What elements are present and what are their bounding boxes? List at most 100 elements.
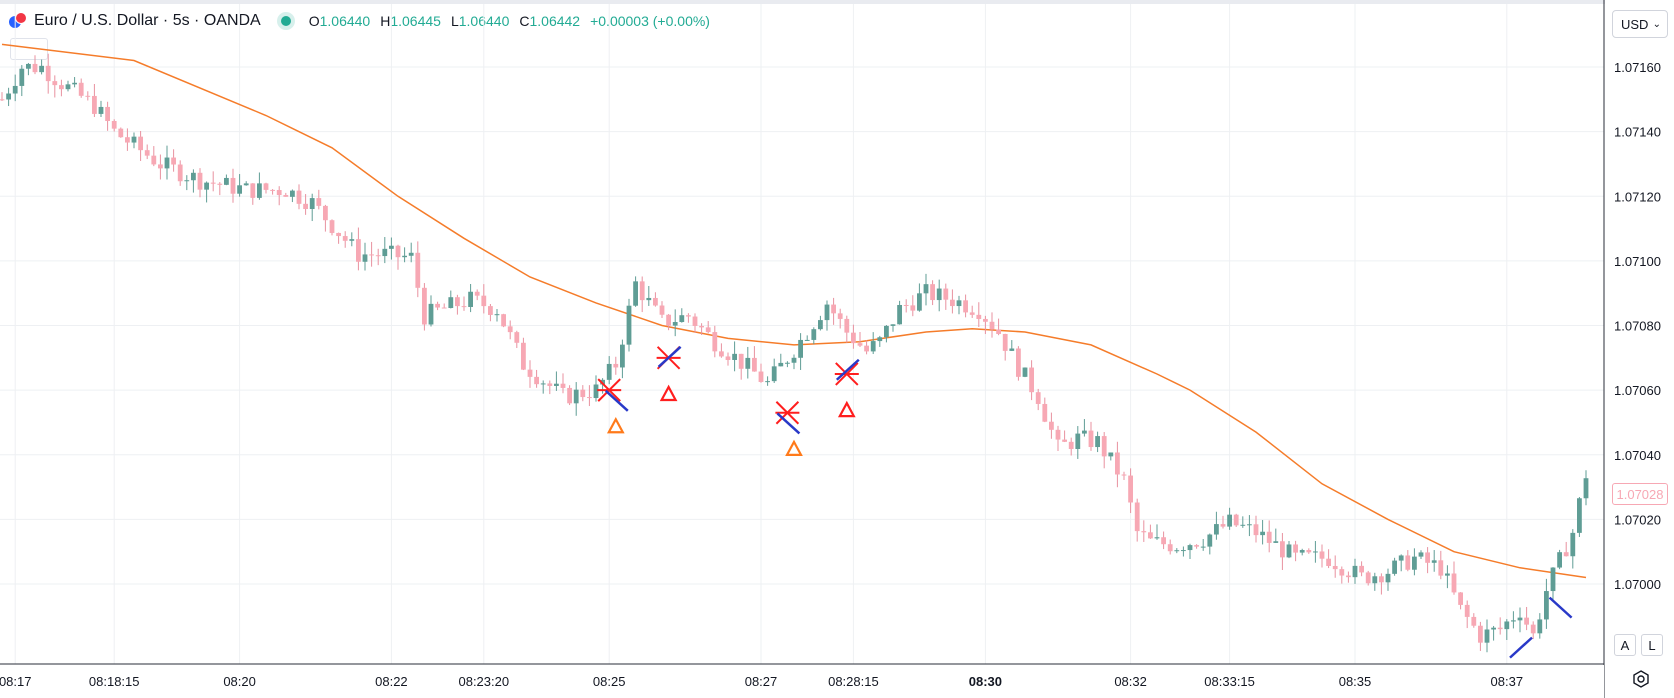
- candle[interactable]: [844, 315, 850, 343]
- candle[interactable]: [1220, 515, 1226, 529]
- candle[interactable]: [983, 315, 988, 335]
- candle[interactable]: [151, 146, 157, 167]
- candle[interactable]: [1557, 549, 1562, 570]
- candle[interactable]: [1101, 432, 1107, 469]
- candle[interactable]: [131, 132, 137, 149]
- candle[interactable]: [831, 297, 836, 325]
- candle[interactable]: [395, 244, 401, 270]
- candle[interactable]: [606, 356, 612, 385]
- candle[interactable]: [26, 62, 31, 76]
- candle[interactable]: [930, 280, 935, 306]
- candle[interactable]: [950, 289, 955, 314]
- candle[interactable]: [976, 302, 982, 328]
- candle[interactable]: [626, 298, 632, 352]
- candle[interactable]: [1214, 511, 1219, 540]
- candle[interactable]: [587, 385, 592, 407]
- candle[interactable]: [32, 55, 38, 75]
- candle[interactable]: [6, 87, 11, 107]
- candle[interactable]: [1398, 554, 1404, 572]
- collapsed-legend-toggle[interactable]: [10, 38, 48, 60]
- candle[interactable]: [323, 204, 328, 232]
- candle[interactable]: [560, 373, 566, 394]
- candle[interactable]: [1352, 558, 1358, 584]
- candle[interactable]: [1537, 613, 1543, 639]
- candle[interactable]: [118, 127, 124, 138]
- candle[interactable]: [382, 237, 388, 264]
- candle[interactable]: [745, 346, 751, 379]
- candle[interactable]: [620, 339, 625, 379]
- candle[interactable]: [1273, 528, 1279, 543]
- candle[interactable]: [1240, 516, 1246, 528]
- candle[interactable]: [342, 231, 348, 248]
- settings-gear-icon[interactable]: [1630, 668, 1652, 690]
- candle[interactable]: [415, 241, 421, 298]
- candle[interactable]: [936, 279, 942, 312]
- candle[interactable]: [1491, 625, 1496, 641]
- candle[interactable]: [1293, 540, 1298, 562]
- candle[interactable]: [725, 352, 731, 366]
- candle[interactable]: [851, 324, 856, 349]
- candle[interactable]: [448, 290, 454, 309]
- candle[interactable]: [659, 301, 665, 318]
- candle[interactable]: [1306, 548, 1312, 554]
- candle[interactable]: [461, 296, 467, 311]
- candle[interactable]: [336, 232, 341, 244]
- candle[interactable]: [1095, 431, 1100, 453]
- candle[interactable]: [1227, 507, 1232, 530]
- candle[interactable]: [316, 189, 322, 210]
- candle[interactable]: [1563, 541, 1569, 557]
- candle[interactable]: [362, 242, 368, 271]
- candle[interactable]: [923, 273, 929, 306]
- candle[interactable]: [1128, 468, 1133, 514]
- candle[interactable]: [1002, 333, 1008, 361]
- candle[interactable]: [408, 242, 414, 263]
- candle[interactable]: [752, 346, 757, 372]
- candle[interactable]: [719, 343, 724, 358]
- candle[interactable]: [197, 168, 203, 198]
- candle[interactable]: [257, 172, 262, 200]
- candle[interactable]: [897, 300, 902, 325]
- candle[interactable]: [65, 80, 71, 92]
- market-status-dot[interactable]: [280, 16, 291, 26]
- candle[interactable]: [191, 169, 196, 193]
- candle[interactable]: [501, 313, 506, 328]
- candle[interactable]: [138, 130, 143, 162]
- candle[interactable]: [468, 284, 473, 313]
- candle[interactable]: [1009, 340, 1015, 352]
- candle[interactable]: [804, 335, 810, 342]
- candle[interactable]: [818, 315, 823, 331]
- candle[interactable]: [1260, 520, 1265, 545]
- candle[interactable]: [534, 369, 539, 388]
- candle[interactable]: [1029, 360, 1034, 401]
- candle[interactable]: [1174, 548, 1180, 554]
- candle[interactable]: [1504, 619, 1510, 640]
- candle[interactable]: [296, 184, 302, 210]
- candle[interactable]: [1068, 437, 1074, 456]
- candle[interactable]: [969, 305, 975, 318]
- candle[interactable]: [1550, 567, 1556, 602]
- candle[interactable]: [771, 358, 777, 383]
- candle[interactable]: [910, 295, 916, 317]
- candle[interactable]: [217, 182, 223, 196]
- candle[interactable]: [732, 341, 737, 372]
- candle[interactable]: [573, 382, 579, 416]
- candle[interactable]: [943, 283, 949, 310]
- candle[interactable]: [1247, 515, 1252, 537]
- candle[interactable]: [1471, 613, 1477, 628]
- candle[interactable]: [78, 78, 84, 98]
- candle[interactable]: [864, 340, 869, 355]
- candle[interactable]: [758, 363, 764, 383]
- candle[interactable]: [890, 324, 896, 332]
- candle[interactable]: [1385, 568, 1391, 591]
- candle[interactable]: [59, 79, 64, 97]
- candle[interactable]: [1372, 572, 1378, 591]
- candle[interactable]: [1022, 367, 1028, 378]
- candle[interactable]: [1326, 549, 1331, 569]
- candle[interactable]: [1253, 515, 1259, 543]
- candle[interactable]: [481, 284, 487, 314]
- candle[interactable]: [1181, 546, 1186, 557]
- candle[interactable]: [1115, 441, 1120, 488]
- candle[interactable]: [699, 323, 704, 335]
- candle[interactable]: [1062, 430, 1067, 443]
- candle[interactable]: [593, 375, 599, 402]
